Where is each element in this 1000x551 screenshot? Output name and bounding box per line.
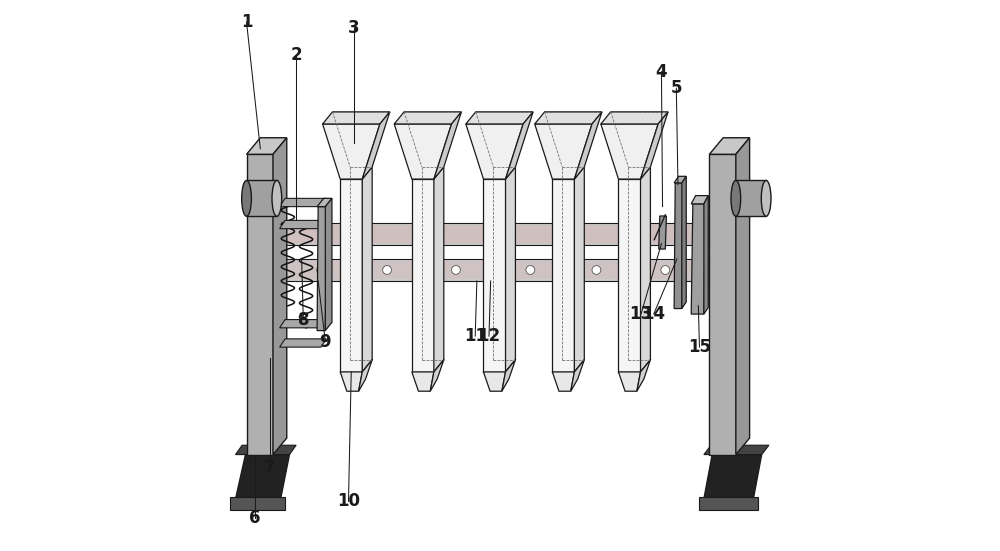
Polygon shape bbox=[704, 455, 762, 499]
Polygon shape bbox=[412, 372, 434, 391]
Polygon shape bbox=[574, 112, 602, 179]
Polygon shape bbox=[271, 225, 740, 243]
Text: 1: 1 bbox=[241, 13, 252, 31]
Polygon shape bbox=[709, 154, 736, 455]
Circle shape bbox=[452, 266, 460, 274]
Polygon shape bbox=[273, 138, 287, 455]
Ellipse shape bbox=[731, 180, 741, 217]
Text: 14: 14 bbox=[642, 305, 665, 323]
Circle shape bbox=[661, 266, 670, 274]
Polygon shape bbox=[359, 360, 372, 391]
Circle shape bbox=[347, 266, 356, 274]
Polygon shape bbox=[323, 124, 380, 179]
Polygon shape bbox=[571, 360, 584, 391]
Circle shape bbox=[317, 266, 325, 274]
Polygon shape bbox=[691, 196, 708, 204]
Polygon shape bbox=[340, 372, 362, 391]
Polygon shape bbox=[674, 183, 683, 309]
Text: 11: 11 bbox=[464, 327, 487, 345]
Text: 10: 10 bbox=[337, 493, 360, 510]
Polygon shape bbox=[271, 259, 740, 281]
Polygon shape bbox=[637, 360, 650, 391]
Circle shape bbox=[418, 266, 427, 274]
Text: 4: 4 bbox=[656, 63, 667, 80]
Polygon shape bbox=[430, 360, 444, 391]
Ellipse shape bbox=[761, 180, 771, 217]
Polygon shape bbox=[236, 445, 296, 455]
Polygon shape bbox=[483, 372, 506, 391]
Polygon shape bbox=[506, 112, 533, 179]
Text: 9: 9 bbox=[320, 333, 331, 350]
Polygon shape bbox=[325, 198, 332, 331]
Polygon shape bbox=[682, 176, 686, 309]
Text: 2: 2 bbox=[290, 46, 302, 64]
Polygon shape bbox=[601, 124, 658, 179]
Polygon shape bbox=[466, 112, 533, 124]
Polygon shape bbox=[535, 112, 602, 124]
Polygon shape bbox=[271, 261, 740, 279]
Polygon shape bbox=[704, 445, 769, 455]
Circle shape bbox=[526, 266, 535, 274]
Polygon shape bbox=[483, 179, 506, 372]
Polygon shape bbox=[412, 179, 434, 372]
Polygon shape bbox=[280, 220, 326, 229]
Polygon shape bbox=[434, 112, 461, 179]
Circle shape bbox=[559, 266, 568, 274]
Circle shape bbox=[383, 266, 391, 274]
Text: 15: 15 bbox=[688, 338, 711, 356]
Polygon shape bbox=[506, 167, 515, 372]
Circle shape bbox=[490, 266, 499, 274]
Polygon shape bbox=[709, 138, 750, 154]
Polygon shape bbox=[659, 216, 666, 249]
Text: 7: 7 bbox=[264, 460, 275, 477]
Polygon shape bbox=[247, 154, 273, 455]
Polygon shape bbox=[601, 112, 668, 124]
Polygon shape bbox=[535, 124, 592, 179]
Polygon shape bbox=[434, 167, 444, 372]
Text: 8: 8 bbox=[298, 311, 309, 328]
Polygon shape bbox=[618, 179, 641, 372]
Polygon shape bbox=[247, 138, 287, 154]
Polygon shape bbox=[691, 204, 706, 314]
Polygon shape bbox=[362, 167, 372, 372]
Polygon shape bbox=[280, 198, 326, 207]
Polygon shape bbox=[340, 179, 362, 372]
Polygon shape bbox=[323, 112, 390, 124]
Polygon shape bbox=[317, 198, 332, 207]
Polygon shape bbox=[641, 167, 650, 372]
Polygon shape bbox=[736, 138, 750, 455]
Polygon shape bbox=[618, 372, 641, 391]
Bar bbox=[247, 180, 277, 216]
Polygon shape bbox=[362, 112, 390, 179]
Polygon shape bbox=[704, 196, 708, 314]
Polygon shape bbox=[317, 207, 326, 331]
Polygon shape bbox=[502, 360, 515, 391]
Polygon shape bbox=[552, 179, 574, 372]
Circle shape bbox=[625, 266, 634, 274]
Ellipse shape bbox=[242, 180, 251, 217]
Polygon shape bbox=[280, 339, 326, 347]
Bar bbox=[736, 180, 766, 216]
Text: 6: 6 bbox=[249, 509, 261, 527]
Polygon shape bbox=[552, 372, 574, 391]
Text: 5: 5 bbox=[671, 79, 682, 97]
Polygon shape bbox=[394, 112, 461, 124]
Polygon shape bbox=[280, 320, 326, 328]
Polygon shape bbox=[466, 124, 523, 179]
Polygon shape bbox=[699, 497, 758, 510]
Text: 12: 12 bbox=[477, 327, 501, 345]
Circle shape bbox=[592, 266, 601, 274]
Text: 13: 13 bbox=[629, 305, 653, 323]
Polygon shape bbox=[394, 124, 452, 179]
Polygon shape bbox=[641, 112, 668, 179]
Text: 3: 3 bbox=[348, 19, 360, 36]
Polygon shape bbox=[271, 223, 740, 245]
Ellipse shape bbox=[272, 180, 282, 217]
Polygon shape bbox=[674, 176, 686, 183]
Polygon shape bbox=[236, 455, 290, 499]
Polygon shape bbox=[574, 167, 584, 372]
Polygon shape bbox=[230, 497, 285, 510]
